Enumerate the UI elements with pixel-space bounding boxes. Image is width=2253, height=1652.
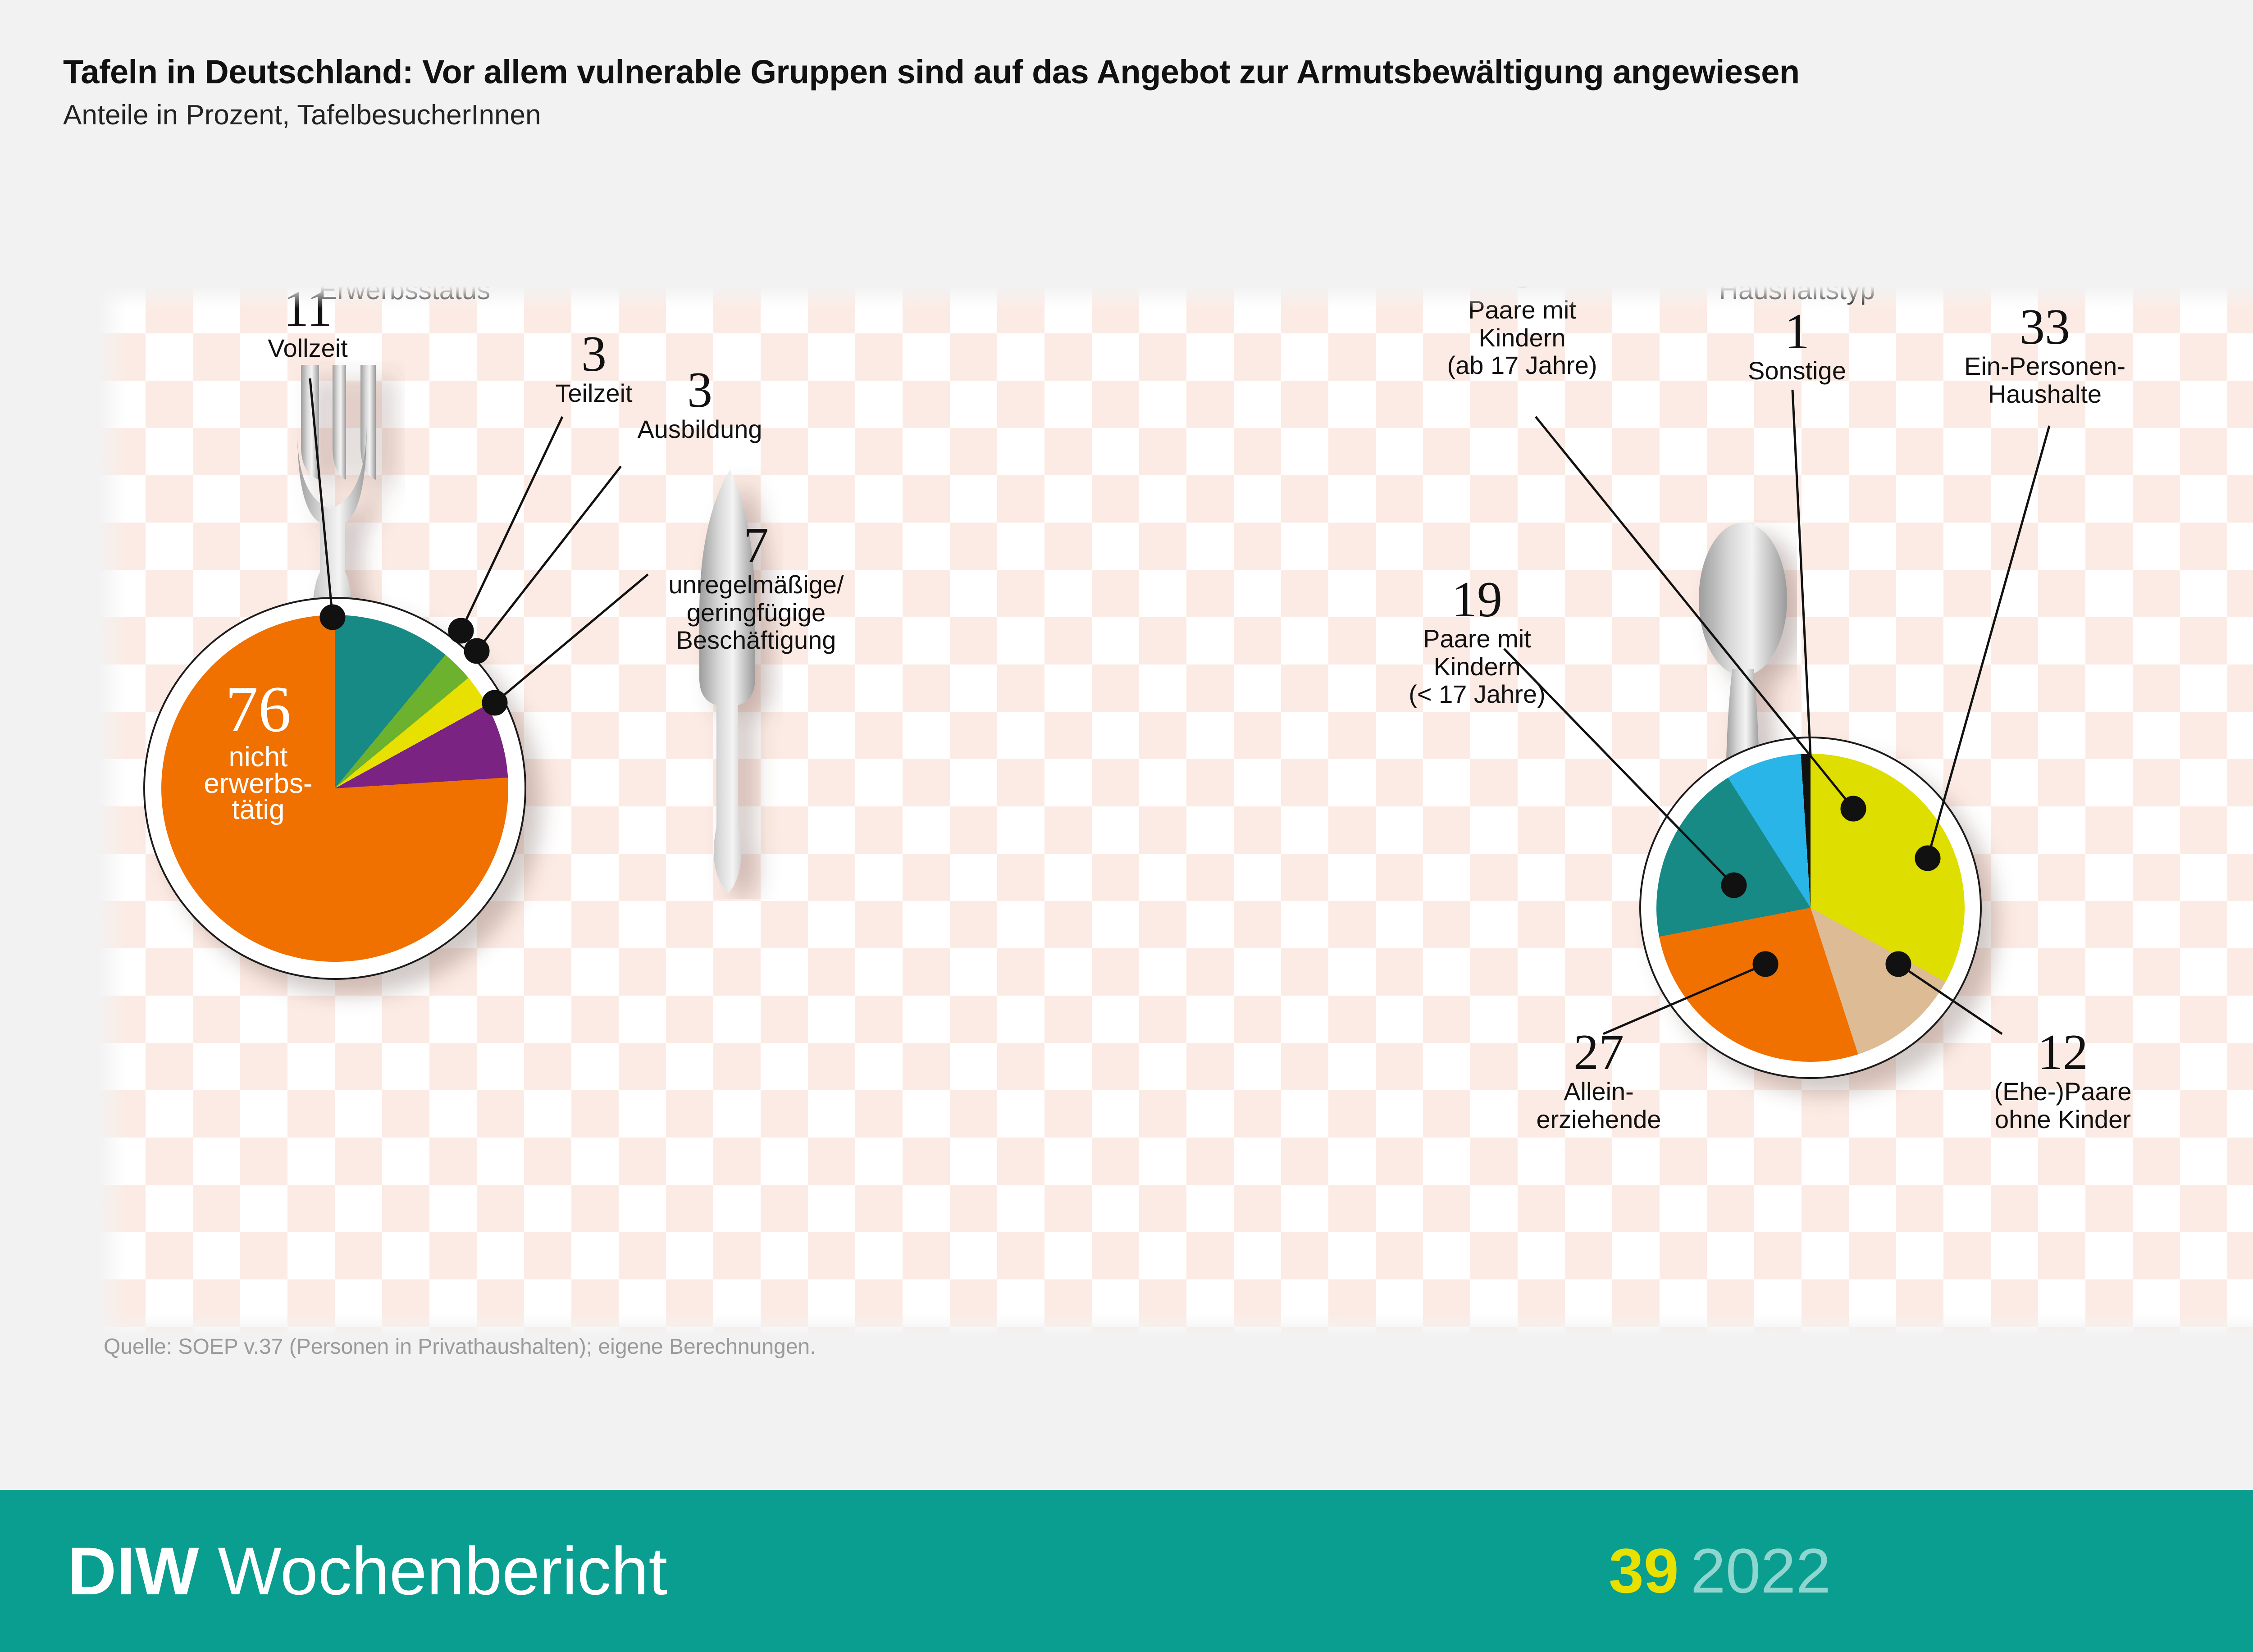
pie-1-caption-11: Vollzeit	[268, 334, 348, 362]
pie-2-callout-sonstige: 1 Sonstige	[1702, 306, 1892, 385]
pie-1-caption-3-teilzeit: Teilzeit	[555, 379, 633, 407]
pie-1-value-11: 11	[283, 286, 332, 337]
pie-1-value-3-ausbildung: 3	[687, 362, 712, 418]
page-title: Tafeln in Deutschland: Vor allem vulnera…	[63, 53, 1800, 91]
pie-1-slice-label-nicht-erwerbstaetig: 76 nicht erwerbs- tätig	[184, 673, 333, 826]
pie-1-caption-3-ausbildung: Ausbildung	[637, 415, 762, 443]
page-subtitle: Anteile in Prozent, TafelbesucherInnen	[63, 99, 541, 131]
pie-1-value-76: 76	[225, 673, 291, 746]
chart-1-title: Erwerbsstatus	[319, 286, 491, 305]
pie-2-caption-33: Ein-Personen- Haushalte	[1964, 352, 2125, 408]
chart-2-title: Haushaltstyp	[1719, 286, 1875, 305]
issue-number: 39	[1609, 1535, 1679, 1606]
tablecloth-background: Erwerbsstatus 76 nicht erwerbs- tätig 11…	[98, 286, 2253, 1336]
pie-1-callout-unregelmaessig: 7 unregelmäßige/ geringfügige Beschäftig…	[594, 520, 918, 654]
pie-2-callout-ehe-paare: 12 (Ehe-)Paare ohne Kinder	[1937, 1027, 2189, 1133]
source-note: Quelle: SOEP v.37 (Personen in Privathau…	[104, 1335, 816, 1359]
pie-1-callout-vollzeit: 11 Vollzeit	[209, 286, 407, 362]
pie-chart-2	[1656, 754, 1965, 1062]
pie-1-value-3-teilzeit: 3	[581, 326, 607, 382]
pie-2-caption-12: (Ehe-)Paare ohne Kinder	[1994, 1077, 2132, 1133]
knife-icon	[699, 470, 755, 893]
issue-year: 2022	[1690, 1535, 1831, 1606]
publication-title: DIW Wochenbericht	[68, 1537, 667, 1605]
pie-2-value-1: 1	[1784, 304, 1810, 360]
pie-2-value-33: 33	[2020, 299, 2070, 355]
pie-2-caption-19: Paare mit Kindern (< 17 Jahre)	[1409, 624, 1546, 709]
pie-1-value-7: 7	[743, 518, 769, 573]
pie-2-callout-ein-personen: 33 Ein-Personen- Haushalte	[1905, 302, 2185, 408]
pie-2-value-12: 12	[2038, 1024, 2088, 1080]
pie-2-caption-1: Sonstige	[1748, 356, 1846, 385]
issue-label: 39 2022	[1609, 1539, 1831, 1602]
pie-2-value-27: 27	[1573, 1024, 1624, 1080]
pie-1-caption-7: unregelmäßige/ geringfügige Beschäftigun…	[668, 570, 844, 655]
header: Tafeln in Deutschland: Vor allem vulnera…	[63, 54, 2253, 131]
pie-2-caption-27: Allein- erziehende	[1536, 1077, 1661, 1133]
pie-2-callout-paare-ab-17: 8 Paare mit Kindern (ab 17 Jahre)	[1387, 286, 1657, 379]
pie-2-caption-8: Paare mit Kindern (ab 17 Jahre)	[1447, 296, 1597, 380]
pie-1-callout-teilzeit: 3 Teilzeit	[504, 329, 684, 407]
pie-chart-1	[161, 615, 508, 962]
pie-2-value-19: 19	[1452, 572, 1502, 628]
pie-1-caption-76: nicht erwerbs- tätig	[204, 741, 313, 826]
pie-2-callout-alleinerziehende: 27 Allein- erziehende	[1482, 1027, 1716, 1133]
pie-1-callout-ausbildung: 3 Ausbildung	[580, 365, 819, 443]
publication-brand: DIW	[68, 1533, 199, 1609]
pie-2-value-8: 8	[1387, 286, 1657, 296]
pie-2-callout-paare-unter-17: 19 Paare mit Kindern (< 17 Jahre)	[1351, 574, 1603, 708]
publication-name: Wochenbericht	[199, 1533, 668, 1609]
